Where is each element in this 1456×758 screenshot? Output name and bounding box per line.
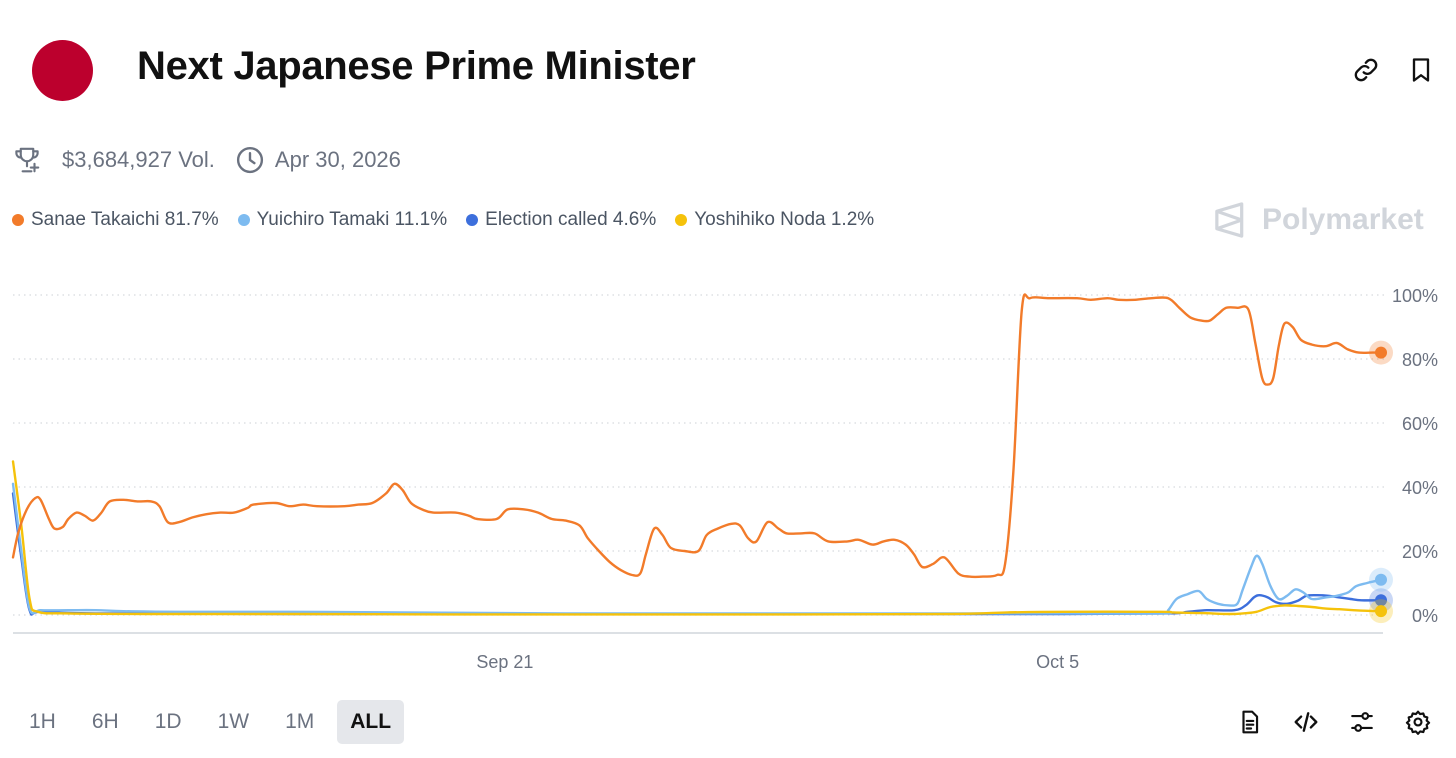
bookmark-icon xyxy=(1412,58,1430,82)
series-line-sanae xyxy=(11,293,1383,579)
legend-item-election-called: Election called 4.6% xyxy=(466,209,656,231)
y-tick-label: 20% xyxy=(1402,542,1438,562)
japan-flag-icon xyxy=(32,40,93,101)
end-marker-sanae xyxy=(1375,346,1387,359)
legend-label: Sanae Takaichi 81.7% xyxy=(31,209,219,230)
copy-link-button[interactable] xyxy=(1348,52,1384,88)
embed-button[interactable] xyxy=(1288,703,1324,741)
range-1d-button[interactable]: 1D xyxy=(154,710,182,733)
legend-label: Election called 4.6% xyxy=(485,209,657,230)
y-tick-label: 0% xyxy=(1412,606,1438,626)
filter-button[interactable] xyxy=(1344,703,1380,741)
x-tick-label: Oct 5 xyxy=(1036,652,1079,672)
chart-tools xyxy=(1212,703,1436,741)
legend-dot xyxy=(675,214,688,226)
legend-item-yoshihiko-noda: Yoshihiko Noda 1.2% xyxy=(675,209,874,231)
price-chart: 100% 80% 60% 40% 20% 0% Sep 21 Oct 5 xyxy=(11,286,1438,672)
volume-text: $3,684,927 Vol. xyxy=(62,147,215,172)
chart-end-markers xyxy=(1369,340,1393,624)
chart-series xyxy=(11,293,1383,616)
series-line-tamaki xyxy=(11,482,1383,615)
y-axis-ticks: 100% 80% 60% 40% 20% 0% xyxy=(1392,286,1438,626)
range-6h-button[interactable]: 6H xyxy=(91,710,119,733)
polymarket-watermark: Polymarket xyxy=(1212,200,1424,240)
y-tick-label: 80% xyxy=(1402,350,1438,370)
polymarket-logo-icon xyxy=(1215,202,1244,238)
clock-icon xyxy=(236,146,263,174)
legend-dot xyxy=(466,214,479,226)
y-tick-label: 60% xyxy=(1402,414,1438,434)
y-tick-label: 100% xyxy=(1392,286,1438,306)
y-tick-label: 40% xyxy=(1402,478,1438,498)
gear-icon xyxy=(1405,710,1431,735)
legend-label: Yoshihiko Noda 1.2% xyxy=(694,209,875,230)
range-1m-button[interactable]: 1M xyxy=(285,710,315,733)
legend-dot xyxy=(12,214,24,226)
x-tick-label: Sep 21 xyxy=(476,652,533,672)
chart-legend: Sanae Takaichi 81.7% Yuichiro Tamaki 11.… xyxy=(12,207,893,233)
end-date-text: Apr 30, 2026 xyxy=(274,147,401,172)
range-1w-button[interactable]: 1W xyxy=(217,710,250,733)
time-range-selector: 1H 6H 1D 1W 1M ALL xyxy=(16,700,414,744)
sliders-icon xyxy=(1351,712,1373,732)
legend-item-yuichiro-tamaki: Yuichiro Tamaki 11.1% xyxy=(237,209,448,231)
series-line-noda xyxy=(11,460,1383,616)
link-icon xyxy=(1354,58,1378,82)
end-marker-election xyxy=(1375,594,1387,607)
market-meta: $3,684,927 Vol. Apr 30, 2026 xyxy=(12,143,401,177)
end-marker-tamaki xyxy=(1375,573,1387,586)
end-marker-noda xyxy=(1375,605,1387,618)
document-icon xyxy=(1242,710,1259,734)
trophy-icon xyxy=(15,147,40,173)
chart-grid xyxy=(13,294,1385,634)
bookmark-button[interactable] xyxy=(1403,52,1439,88)
range-1h-button[interactable]: 1H xyxy=(29,710,56,733)
settings-button[interactable] xyxy=(1400,703,1436,741)
page-title: Next Japanese Prime Minister xyxy=(137,44,696,88)
rules-button[interactable] xyxy=(1232,703,1268,741)
code-icon xyxy=(1294,712,1318,732)
range-all-button[interactable]: ALL xyxy=(337,700,405,744)
x-axis-ticks: Sep 21 Oct 5 xyxy=(476,652,1079,672)
brand-name: Polymarket xyxy=(1262,203,1424,236)
legend-dot xyxy=(237,214,250,226)
legend-label: Yuichiro Tamaki 11.1% xyxy=(256,209,448,230)
legend-item-sanae-takaichi: Sanae Takaichi 81.7% xyxy=(12,209,219,231)
